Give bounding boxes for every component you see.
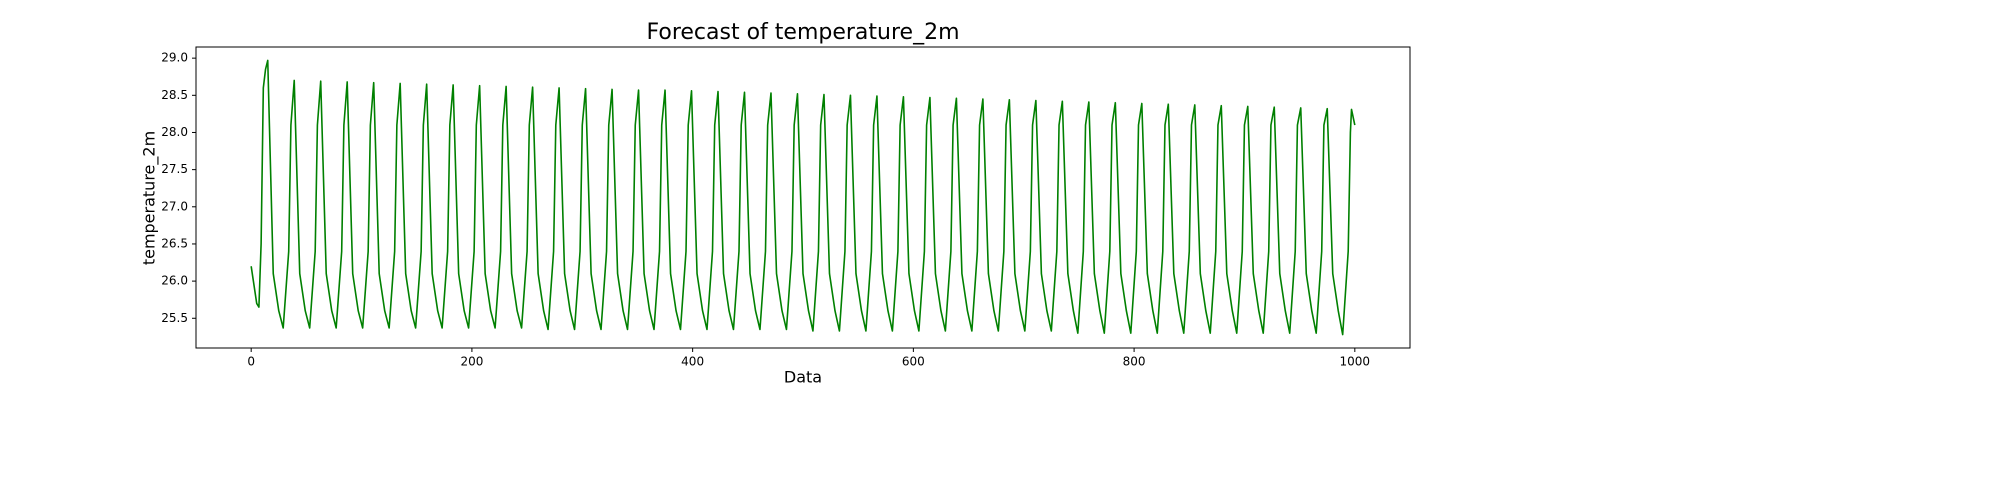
chart-title: Forecast of temperature_2m <box>647 20 960 45</box>
y-tick-label: 26.0 <box>161 274 188 288</box>
y-tick-label: 25.5 <box>161 311 188 325</box>
x-tick-label: 800 <box>1123 355 1146 369</box>
x-tick-label: 200 <box>460 355 483 369</box>
y-tick-label: 27.0 <box>161 199 188 213</box>
y-tick-label: 28.5 <box>161 88 188 102</box>
x-tick-label: 400 <box>681 355 704 369</box>
y-axis-label: temperature_2m <box>140 131 160 265</box>
y-tick-label: 28.0 <box>161 125 188 139</box>
y-tick-label: 29.0 <box>161 51 188 65</box>
y-tick-label: 27.5 <box>161 162 188 176</box>
series-line <box>250 59 1356 336</box>
x-tick-label: 600 <box>902 355 925 369</box>
x-axis-label: Data <box>784 368 822 387</box>
y-tick-label: 26.5 <box>161 236 188 250</box>
plot-frame <box>195 46 1411 349</box>
x-tick-label: 1000 <box>1340 355 1371 369</box>
x-tick-label: 0 <box>247 355 255 369</box>
